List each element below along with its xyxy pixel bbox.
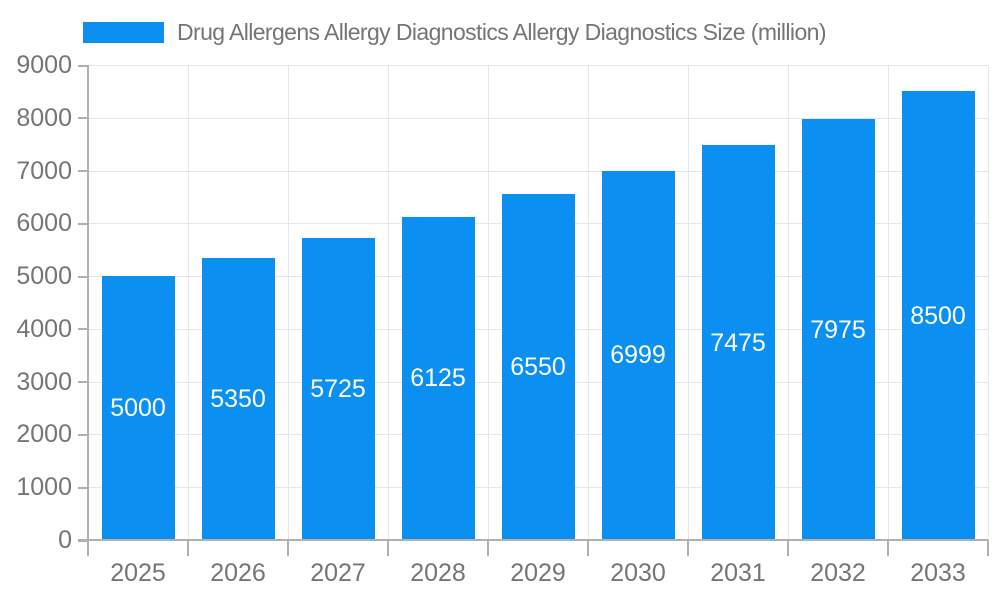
v-gridline <box>788 65 789 540</box>
h-gridline <box>88 117 988 119</box>
x-tick <box>887 540 889 556</box>
bar-value-label: 8500 <box>910 301 966 330</box>
x-tick <box>487 540 489 556</box>
h-gridline <box>88 65 988 66</box>
y-axis-label: 8000 <box>16 103 72 132</box>
bar-2025[interactable] <box>101 276 175 540</box>
bar-2031[interactable] <box>701 145 775 540</box>
bar-2032[interactable] <box>801 119 875 540</box>
v-gridline <box>388 65 389 540</box>
x-axis-label-2033: 2033 <box>910 559 966 587</box>
y-axis-label: 6000 <box>16 209 72 238</box>
v-gridline <box>288 65 289 540</box>
y-axis-label: 7000 <box>16 156 72 185</box>
bar-value-label: 7475 <box>710 328 766 357</box>
legend-item[interactable]: Drug Allergens Allergy Diagnostics Aller… <box>83 18 826 46</box>
y-axis-label: 5000 <box>16 262 72 291</box>
y-tick <box>78 539 88 542</box>
bar-value-label: 7975 <box>810 315 866 344</box>
y-axis-label: 2000 <box>16 420 72 449</box>
bar-value-label: 6999 <box>610 341 666 370</box>
x-axis-label-2025: 2025 <box>110 559 166 587</box>
y-axis-label: 3000 <box>16 367 72 396</box>
x-axis-label-2027: 2027 <box>310 559 366 587</box>
bar-2033[interactable] <box>901 91 975 540</box>
bar-value-label: 6550 <box>510 353 566 382</box>
y-tick <box>78 275 88 278</box>
x-axis-label-2032: 2032 <box>810 559 866 587</box>
x-tick <box>287 540 289 556</box>
bar-2028[interactable] <box>401 216 475 540</box>
v-gridline <box>488 65 489 540</box>
bar-2030[interactable] <box>601 170 675 540</box>
y-tick <box>78 328 88 331</box>
y-axis-label: 0 <box>58 526 72 554</box>
x-axis-line <box>78 539 988 541</box>
v-gridline <box>588 65 589 540</box>
y-tick <box>78 222 88 225</box>
bar-value-label: 5725 <box>310 374 366 403</box>
y-tick <box>78 486 88 489</box>
y-tick <box>78 170 88 173</box>
bar-2029[interactable] <box>501 194 575 540</box>
x-axis-label-2028: 2028 <box>410 559 466 587</box>
y-tick <box>78 381 88 384</box>
legend-swatch-icon <box>83 21 164 43</box>
v-gridline <box>188 65 189 540</box>
x-tick <box>587 540 589 556</box>
y-axis-label: 4000 <box>16 314 72 343</box>
x-axis-label-2026: 2026 <box>210 559 266 587</box>
y-tick <box>78 64 88 67</box>
x-tick <box>387 540 389 556</box>
x-tick <box>987 540 989 556</box>
bar-2027[interactable] <box>301 237 375 540</box>
bar-value-label: 5350 <box>210 384 266 413</box>
v-gridline <box>888 65 889 540</box>
bar-value-label: 5000 <box>110 394 166 423</box>
bar-2026[interactable] <box>201 257 275 540</box>
h-gridline <box>88 170 988 172</box>
x-axis-label-2029: 2029 <box>510 559 566 587</box>
y-axis-label: 9000 <box>16 51 72 79</box>
v-gridline <box>688 65 689 540</box>
y-axis-line <box>87 65 89 540</box>
x-tick <box>787 540 789 556</box>
x-tick <box>687 540 689 556</box>
legend-label: Drug Allergens Allergy Diagnostics Aller… <box>177 18 826 45</box>
y-tick <box>78 117 88 120</box>
x-tick <box>187 540 189 556</box>
y-axis-label: 1000 <box>16 473 72 502</box>
v-gridline <box>988 65 989 540</box>
y-tick <box>78 433 88 436</box>
x-tick <box>87 540 89 556</box>
bar-value-label: 6125 <box>410 364 466 393</box>
x-axis-label-2030: 2030 <box>610 559 666 587</box>
x-axis-label-2031: 2031 <box>710 559 766 587</box>
